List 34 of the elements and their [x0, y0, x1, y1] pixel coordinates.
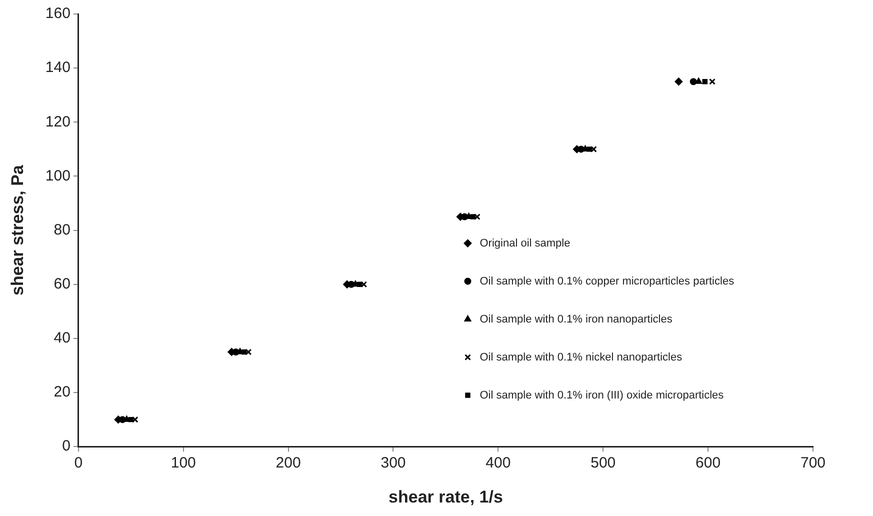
x-tick-label: 400 [486, 454, 511, 472]
y-tick-label: 20 [54, 384, 70, 401]
x-tick-label: 500 [590, 454, 616, 472]
y-tick-label: 100 [45, 167, 70, 184]
legend-label: Oil sample with 0.1% iron (III) oxide microparticles [480, 389, 724, 402]
x-tick-label: 0 [74, 454, 83, 472]
legend-label: Oil sample with 0.1% copper microparticles particles [480, 275, 735, 288]
legend-label: Oil sample with 0.1% nickel nanoparticles [480, 351, 683, 364]
legend-label: Original oil sample [480, 237, 570, 250]
y-tick-label: 120 [45, 113, 70, 130]
y-tick-label: 60 [54, 276, 70, 293]
point [590, 146, 597, 152]
point [702, 78, 708, 84]
point [709, 78, 716, 85]
x-tick-label: 200 [276, 454, 301, 472]
legend-label: Oil sample with 0.1% iron nanoparticles [480, 313, 673, 326]
y-tick-label: 0 [62, 438, 70, 455]
x-axis-title: shear rate, 1/s [388, 487, 503, 506]
point [360, 281, 368, 288]
x-tick-label: 700 [800, 454, 826, 472]
point [132, 416, 138, 423]
x-tick-label: 300 [380, 454, 406, 472]
y-tick-label: 160 [45, 5, 70, 22]
x-tick-label: 600 [696, 454, 721, 472]
point [690, 78, 697, 86]
point [474, 214, 480, 220]
point [245, 348, 252, 356]
x-tick-label: 100 [170, 454, 196, 472]
y-tick-label: 140 [45, 59, 70, 76]
y-axis-title: shear stress, Pa [8, 164, 27, 296]
y-tick-label: 80 [54, 221, 70, 238]
y-tick-label: 40 [54, 330, 70, 347]
point [695, 78, 702, 84]
point [674, 78, 683, 86]
